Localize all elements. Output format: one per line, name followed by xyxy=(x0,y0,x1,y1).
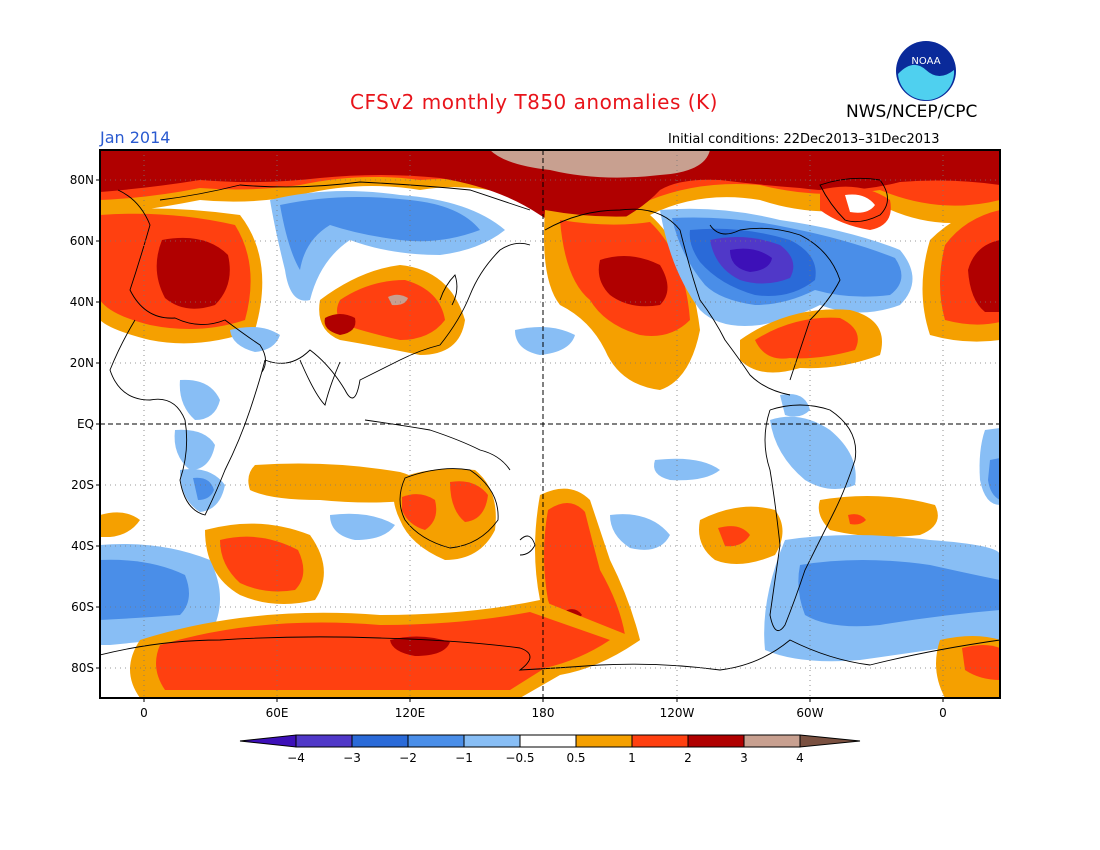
pacific-cool-2 xyxy=(610,514,670,550)
lat-label-80s: 80S xyxy=(71,661,94,675)
tibet-warm-core xyxy=(324,314,356,335)
namerica-cold-max xyxy=(730,248,772,272)
lat-label-80n: 80N xyxy=(69,173,94,187)
lat-label-20s: 20S xyxy=(71,478,94,492)
arctic-warm-core xyxy=(100,150,1000,231)
graticule xyxy=(100,150,1000,698)
colorbar-swatch-gt-4 xyxy=(799,734,861,748)
coast-newzealand xyxy=(519,535,536,556)
colorbar-label: −0.5 xyxy=(505,751,535,765)
greenland-neutral xyxy=(845,194,875,213)
colorbar-swatch-6 xyxy=(575,734,633,748)
agency-label: NWS/NCEP/CPC xyxy=(846,102,978,122)
colorbar-label: 2 xyxy=(684,751,692,765)
indian-ocean-cool xyxy=(330,513,395,540)
coastlines xyxy=(100,177,1000,671)
colorbar-swatch-lt-4 xyxy=(239,734,297,748)
colorbar-label: −4 xyxy=(287,751,305,765)
coast-antarctica xyxy=(100,636,1000,671)
southern-ocean-cool-east-inner xyxy=(798,560,1000,627)
samerica-cool-1 xyxy=(770,416,856,489)
coast-india xyxy=(299,359,341,406)
arctic-max xyxy=(490,150,710,178)
colorbar xyxy=(239,734,861,748)
tibet-max xyxy=(388,294,408,306)
tropical-pacific-cool xyxy=(515,326,575,355)
south-indian-warm-core xyxy=(220,536,304,592)
colorbar-label: 0.5 xyxy=(566,751,586,765)
colorbar-swatch-8 xyxy=(687,734,745,748)
lon-label-180: 180 xyxy=(531,706,555,720)
tibet-warm-mid xyxy=(336,280,445,340)
colorbar-swatch-5 xyxy=(519,734,577,748)
africa-cool-1 xyxy=(179,379,220,420)
pacific-cool-1 xyxy=(654,458,720,481)
colorbar-label: −2 xyxy=(399,751,417,765)
lon-label-60w: 60W xyxy=(796,706,824,720)
africa-cool-3-inner xyxy=(193,477,214,500)
lon-label-0: 0 xyxy=(140,706,148,720)
lat-label-60s: 60S xyxy=(71,600,94,614)
coast-indonesia xyxy=(364,419,511,471)
australia-warm-core-2 xyxy=(450,481,488,522)
coast-australia xyxy=(399,468,499,549)
siberia-cold-inner xyxy=(280,196,480,270)
tick-marks xyxy=(96,179,944,702)
lon-label-60e: 60E xyxy=(265,706,289,720)
se-pacific-warm-core xyxy=(718,526,750,547)
australia-warm-core-1 xyxy=(402,494,437,530)
indian-ocean-warm xyxy=(248,463,423,503)
noaa-logo: NOAA xyxy=(896,41,956,101)
colorbar-label: 1 xyxy=(628,751,636,765)
coast-arctic-asia xyxy=(159,181,531,211)
map-title: CFSv2 monthly T850 anomalies (K) xyxy=(350,90,718,114)
lon-label-120w: 120W xyxy=(659,706,695,720)
coast-north-america xyxy=(544,208,791,396)
lat-label-40n: 40N xyxy=(69,295,94,309)
colorbar-label: −1 xyxy=(455,751,473,765)
colorbar-label: 4 xyxy=(796,751,804,765)
reference-lines xyxy=(100,150,1000,698)
lat-label-60n: 60N xyxy=(69,234,94,248)
s-atlantic-warm-2 xyxy=(818,496,938,537)
coast-n-america-east xyxy=(709,224,841,381)
s-atlantic-warm xyxy=(100,512,140,537)
colorbar-swatch-1 xyxy=(295,734,353,748)
coast-europe xyxy=(117,189,266,373)
colorbar-swatch-2 xyxy=(351,734,409,748)
colorbar-label: 3 xyxy=(740,751,748,765)
forecast-period: Jan 2014 xyxy=(100,128,171,147)
lat-label-eq: EQ xyxy=(76,417,94,431)
lon-label-0-east: 0 xyxy=(939,706,947,720)
coast-africa xyxy=(109,319,266,516)
lat-label-40s: 40S xyxy=(71,539,94,553)
coast-japan xyxy=(439,274,458,306)
colorbar-swatch-3 xyxy=(407,734,465,748)
antarctic-warm-core xyxy=(390,636,450,656)
npac-warm-core xyxy=(598,256,668,307)
coast-south-america xyxy=(764,404,857,632)
s-atlantic-warm-2-core xyxy=(848,514,866,525)
lat-label-20n: 20N xyxy=(69,356,94,370)
lon-label-120e: 120E xyxy=(394,706,426,720)
samerica-cool-3-inner xyxy=(988,458,1000,500)
colorbar-swatch-7 xyxy=(631,734,689,748)
colorbar-label: −3 xyxy=(343,751,361,765)
southern-ocean-cool-west-inner xyxy=(100,559,189,620)
initial-conditions: Initial conditions: 22Dec2013–31Dec2013 xyxy=(668,132,940,147)
atlantic-warm-core xyxy=(755,317,858,359)
coast-asia xyxy=(264,242,531,399)
noaa-logo-text: NOAA xyxy=(911,56,940,67)
europe-warm-core xyxy=(156,237,230,309)
europe-east-warm-core xyxy=(968,240,1000,312)
antarctic-warm-mid xyxy=(156,612,610,690)
coast-greenland xyxy=(819,177,888,223)
antarctic-east-warm-core xyxy=(962,645,1000,680)
colorbar-swatch-4 xyxy=(463,734,521,748)
anomaly-fields xyxy=(100,150,1000,698)
colorbar-swatch-9 xyxy=(743,734,801,748)
